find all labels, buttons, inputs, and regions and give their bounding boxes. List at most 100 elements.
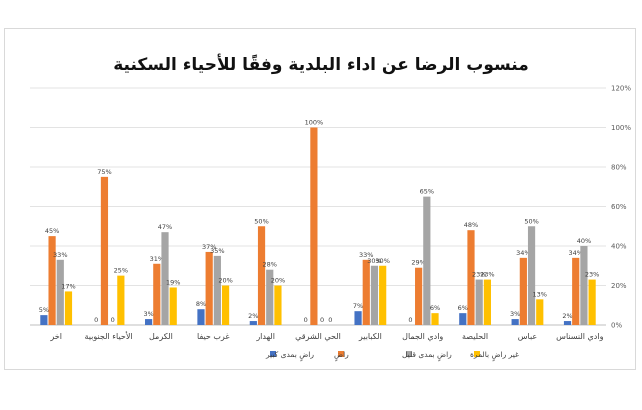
bar bbox=[64, 291, 73, 325]
x-tick-label: وادي النسناس bbox=[556, 332, 603, 341]
data-label: 23% bbox=[585, 271, 599, 279]
data-label: 2% bbox=[248, 312, 258, 320]
bar bbox=[431, 313, 439, 325]
y-tick-label: 0% bbox=[611, 322, 622, 330]
y-tick-label: 60% bbox=[611, 203, 627, 211]
data-label: 0 bbox=[408, 316, 412, 324]
data-label: 6% bbox=[458, 304, 468, 312]
data-label: 8% bbox=[196, 300, 206, 308]
legend-swatch bbox=[338, 351, 344, 357]
bar bbox=[459, 313, 467, 325]
bar bbox=[572, 257, 580, 325]
bar bbox=[527, 226, 536, 325]
data-label: 34% bbox=[516, 249, 530, 257]
legend-entry: راضٍ بمدى كبير bbox=[265, 350, 314, 362]
y-tick-label: 20% bbox=[611, 282, 627, 290]
bar bbox=[145, 319, 153, 325]
bar bbox=[117, 275, 125, 325]
data-label: 5% bbox=[39, 306, 49, 314]
legend-entry: غير راضٍ بالمرة bbox=[470, 350, 519, 362]
legend-swatch bbox=[406, 351, 412, 357]
chart-title: منسوب الرضا عن اداء البلدية وفقًا للأحيا… bbox=[113, 55, 529, 75]
bar bbox=[169, 287, 177, 325]
legend-entry: راضٍ بمدى قليل bbox=[402, 350, 452, 362]
y-tick-label: 40% bbox=[611, 243, 627, 251]
data-label: 48% bbox=[464, 221, 478, 229]
data-label: 45% bbox=[45, 227, 59, 235]
legend-swatch bbox=[474, 351, 480, 357]
data-label: 50% bbox=[254, 217, 268, 225]
data-label: 35% bbox=[210, 247, 224, 255]
bar bbox=[161, 232, 169, 325]
data-label: 47% bbox=[158, 223, 172, 231]
bar bbox=[310, 127, 318, 325]
bar bbox=[483, 279, 491, 325]
x-tick-label: الحي الشرقي bbox=[295, 332, 341, 341]
data-label: 20% bbox=[218, 277, 232, 285]
data-label: 33% bbox=[53, 251, 67, 259]
bar bbox=[205, 251, 213, 325]
bar bbox=[48, 236, 56, 325]
bar bbox=[511, 319, 519, 325]
data-label: 34% bbox=[568, 249, 582, 257]
bar bbox=[580, 246, 588, 325]
bar bbox=[536, 299, 544, 325]
bar bbox=[588, 279, 596, 325]
bar bbox=[563, 321, 572, 325]
bar bbox=[100, 176, 109, 325]
data-label: 65% bbox=[420, 188, 434, 196]
bar bbox=[197, 309, 205, 325]
x-tick-label: الأحياء الجنوبية bbox=[84, 331, 132, 341]
bar bbox=[379, 265, 387, 325]
data-label: 2% bbox=[562, 312, 572, 320]
y-tick-label: 80% bbox=[611, 164, 627, 172]
bar bbox=[362, 259, 370, 325]
bar bbox=[354, 311, 362, 325]
x-tick-label: الحليصة bbox=[462, 332, 488, 341]
legend-swatch bbox=[270, 351, 276, 357]
x-tick-label: اخر bbox=[49, 332, 62, 341]
data-label: 31% bbox=[150, 255, 164, 263]
x-tick-label: الهدار bbox=[255, 332, 275, 341]
bar bbox=[40, 315, 48, 325]
x-tick-label: غرب حيفا bbox=[197, 332, 230, 341]
data-label: 23% bbox=[480, 271, 494, 279]
data-label: 40% bbox=[577, 237, 591, 245]
data-label: 25% bbox=[114, 267, 128, 275]
bar bbox=[475, 279, 483, 325]
data-label: 100% bbox=[305, 119, 324, 127]
bar bbox=[467, 230, 475, 325]
bar bbox=[266, 269, 274, 325]
data-label: 0 bbox=[328, 316, 332, 324]
data-label: 19% bbox=[166, 278, 180, 286]
data-label: 20% bbox=[271, 277, 285, 285]
bar bbox=[370, 265, 379, 325]
data-label: 30% bbox=[367, 257, 381, 265]
data-label: 0 bbox=[320, 316, 324, 324]
bar bbox=[415, 267, 423, 325]
data-label: 0 bbox=[111, 316, 115, 324]
data-label: 37% bbox=[202, 243, 216, 251]
bar bbox=[249, 321, 257, 325]
data-label: 28% bbox=[263, 261, 277, 269]
data-label: 75% bbox=[97, 168, 111, 176]
data-label: 50% bbox=[524, 217, 538, 225]
data-label: 3% bbox=[143, 310, 153, 318]
data-label: 6% bbox=[430, 304, 440, 312]
data-label: 7% bbox=[353, 302, 363, 310]
bar bbox=[56, 259, 64, 325]
y-tick-label: 100% bbox=[611, 124, 631, 132]
data-label: 23% bbox=[472, 271, 486, 279]
data-label: 29% bbox=[411, 259, 425, 267]
bar bbox=[221, 285, 230, 325]
data-label: 30% bbox=[375, 257, 389, 265]
data-label: 3% bbox=[510, 310, 520, 318]
x-tick-label: الكبابير bbox=[358, 332, 382, 341]
data-label: 13% bbox=[533, 290, 547, 298]
x-tick-label: الكرمل bbox=[149, 332, 173, 341]
y-tick-label: 120% bbox=[611, 85, 631, 93]
bar bbox=[423, 196, 431, 325]
data-label: 33% bbox=[359, 251, 373, 259]
